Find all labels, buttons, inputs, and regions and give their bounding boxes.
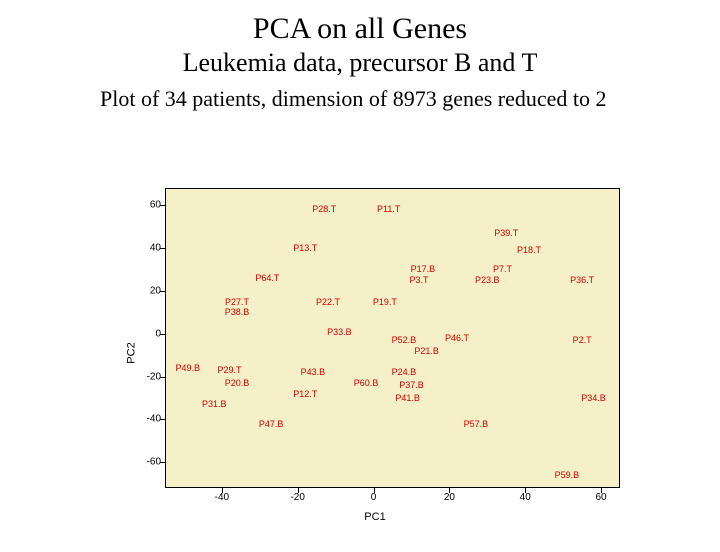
x-axis-label: PC1 [115, 511, 635, 523]
y-tick-label: -20 [143, 371, 161, 382]
x-tick-label: 40 [520, 492, 531, 503]
y-tick-label: 40 [143, 243, 161, 254]
plot-area: P28.TP11.TP39.TP13.TP18.TP17.BP7.TP64.TP… [165, 188, 620, 488]
x-tick-label: -20 [290, 492, 304, 503]
page-subtitle: Leukemia data, precursor B and T [0, 48, 720, 78]
x-tick-label: 0 [371, 492, 377, 503]
y-tick-label: -40 [143, 414, 161, 425]
y-tick-label: 0 [143, 328, 161, 339]
y-tick-label: 60 [143, 200, 161, 211]
x-tick-label: 60 [595, 492, 606, 503]
x-tick-label: 20 [444, 492, 455, 503]
pca-scatter-chart: PC2 PC1 P28.TP11.TP39.TP13.TP18.TP17.BP7… [115, 180, 635, 525]
y-tick-label: 20 [143, 285, 161, 296]
page-title: PCA on all Genes [0, 12, 720, 46]
y-tick-label: -60 [143, 457, 161, 468]
x-tick-label: -40 [215, 492, 229, 503]
plot-background [165, 188, 620, 488]
page-caption: Plot of 34 patients, dimension of 8973 g… [100, 86, 660, 112]
y-axis-label: PC2 [126, 342, 138, 363]
